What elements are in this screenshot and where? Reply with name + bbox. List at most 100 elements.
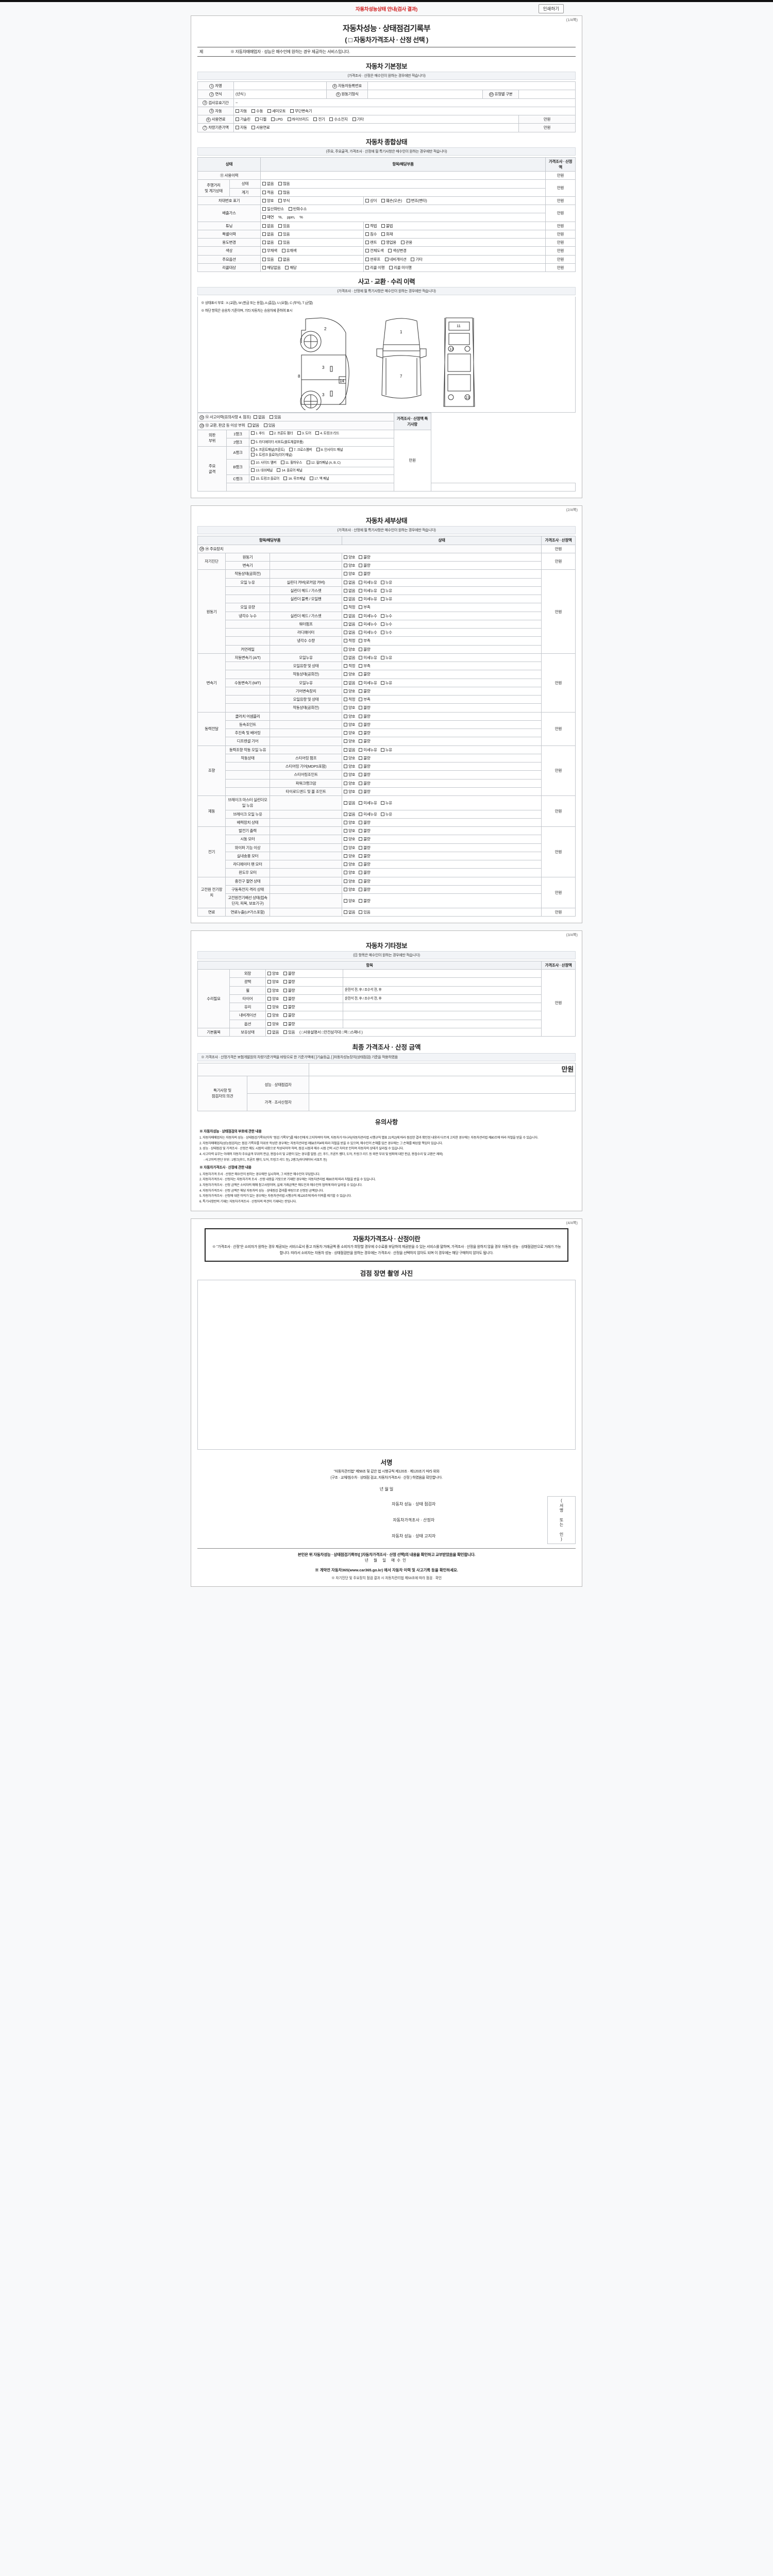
checkbox-icon[interactable] (344, 781, 348, 785)
option-누수[interactable]: 누수 (380, 621, 392, 627)
option-누수[interactable]: 누수 (380, 613, 392, 619)
option-bad[interactable]: 불량 (283, 1004, 295, 1010)
option-없음[interactable]: 없음 (344, 580, 356, 585)
basic-transmission-options[interactable]: 자동 수동 세미오토 무단변속기 (233, 106, 576, 116)
checkbox-icon[interactable] (344, 871, 348, 875)
option-good[interactable]: 양호 (267, 1004, 279, 1010)
checkbox-icon[interactable] (344, 731, 348, 735)
overall-amount[interactable]: 만원 (545, 171, 576, 180)
option-불량[interactable]: 불량 (359, 887, 371, 892)
basic-value-engine[interactable] (367, 90, 483, 99)
option-damaged[interactable]: 훼손(오손) (381, 198, 402, 204)
checkbox-icon[interactable] (297, 431, 301, 435)
overall-option-extra[interactable]: 썬루프 네비게이션 기타 (363, 255, 546, 264)
detail-options[interactable]: 양호 불량 (342, 762, 542, 771)
checkbox-icon[interactable] (267, 980, 271, 984)
checkbox-icon[interactable] (344, 829, 348, 833)
checkbox-icon[interactable] (365, 198, 369, 202)
checkbox-icon[interactable] (262, 224, 266, 228)
option-누수[interactable]: 누수 (380, 630, 392, 635)
checkbox-icon[interactable] (262, 241, 266, 244)
checkbox-icon[interactable] (388, 249, 392, 253)
checkbox-icon[interactable] (267, 988, 271, 992)
checkbox-icon[interactable] (267, 972, 271, 976)
option-불량[interactable]: 불량 (359, 647, 371, 652)
option-누유[interactable]: 누유 (380, 747, 392, 753)
option-불량[interactable]: 불량 (359, 705, 371, 710)
item-cross-member[interactable]: 7. 크로스멤버 (289, 448, 312, 453)
option-exists[interactable]: 있음 (263, 422, 275, 428)
checkbox-icon[interactable] (251, 126, 255, 130)
option-불량[interactable]: 불량 (359, 820, 371, 825)
option-good[interactable]: 양호 (267, 988, 279, 993)
basic-opts-possession[interactable]: 없음 있음 ( □사용설명서 □안전삼각대 □잭 □스패너 ) (265, 1027, 542, 1037)
option-있음[interactable]: 있음 (359, 909, 371, 915)
checkbox-icon[interactable] (344, 639, 348, 643)
option-none[interactable]: 없음 (278, 257, 290, 262)
option-commercial[interactable]: 영업용 (381, 240, 396, 245)
checkbox-icon[interactable] (278, 198, 282, 202)
checkbox-icon[interactable] (380, 614, 384, 618)
basic-value-type[interactable] (518, 90, 576, 99)
overall-emission-opts[interactable]: 일산화탄소 탄화수소 (260, 204, 546, 214)
checkbox-icon[interactable] (251, 468, 255, 472)
checkbox-icon[interactable] (365, 265, 369, 269)
checkbox-icon[interactable] (411, 257, 415, 261)
checkbox-icon[interactable] (365, 249, 369, 253)
option-양호[interactable]: 양호 (344, 722, 356, 727)
option-양호[interactable]: 양호 (344, 554, 356, 560)
option-불량[interactable]: 불량 (359, 563, 371, 568)
option-불량[interactable]: 불량 (359, 571, 371, 577)
option-sunroof[interactable]: 썬루프 (365, 257, 380, 262)
option-없음[interactable]: 없음 (344, 596, 356, 602)
opinion-value-performance[interactable] (309, 1075, 576, 1094)
checkbox-icon[interactable] (344, 820, 348, 824)
option-미세누유[interactable]: 미세누유 (359, 580, 377, 585)
option-미세누유[interactable]: 미세누유 (359, 596, 377, 602)
checkbox-icon[interactable] (344, 765, 348, 769)
option-none[interactable]: 없음 (247, 422, 259, 428)
detail-options[interactable]: 양호 불량 (342, 835, 542, 844)
checkbox-icon[interactable] (344, 672, 348, 676)
option-양호[interactable]: 양호 (344, 887, 356, 892)
option-양호[interactable]: 양호 (344, 730, 356, 736)
overall-special-opts[interactable]: 없음 있음 (260, 229, 364, 239)
checkbox-icon[interactable] (344, 739, 348, 743)
checkbox-icon[interactable] (381, 198, 385, 202)
option-불량[interactable]: 불량 (359, 554, 371, 560)
checkbox-icon[interactable] (359, 871, 363, 875)
overall-color-opts[interactable]: 무채색 유채색 (260, 246, 364, 256)
checkbox-icon[interactable] (263, 423, 267, 428)
rank-items-2[interactable]: 5. 라디에이터 서포트(볼트체결부품) (249, 437, 394, 447)
checkbox-icon[interactable] (359, 854, 363, 858)
checkbox-icon[interactable] (278, 182, 282, 186)
option-lpg[interactable]: LPG (271, 116, 283, 122)
item-hood[interactable]: 1. 후드 (251, 431, 265, 436)
detail-options[interactable]: 양호 불량 (342, 569, 542, 579)
checkbox-icon[interactable] (288, 207, 292, 211)
detail-amount[interactable]: 만원 (541, 826, 576, 877)
detail-options[interactable]: 없음 미세누유 누유 (342, 586, 542, 596)
option-colorchange[interactable]: 색상변경 (388, 248, 407, 253)
option-good[interactable]: 양호 (267, 971, 279, 976)
accident-history-row[interactable]: 12 ⑫ 사고이력(유의사항 4. 참조) 없음 있음 (197, 413, 394, 422)
checkbox-icon[interactable] (359, 899, 363, 903)
option-other[interactable]: 기타 (411, 257, 423, 262)
option-불량[interactable]: 불량 (359, 764, 371, 769)
checkbox-icon[interactable] (344, 605, 348, 609)
checkbox-icon[interactable] (359, 664, 363, 668)
detail-options[interactable]: 양호 불량 (342, 670, 542, 679)
option-altered[interactable]: 변조(변타) (406, 198, 427, 204)
detail-options[interactable]: 적정 부족 (342, 636, 542, 646)
checkbox-icon[interactable] (306, 460, 310, 464)
rank-items-1[interactable]: 1. 후드 2. 프론트 휀더 3. 도어 4. 트렁크 리드 (249, 429, 394, 438)
option-미세누수[interactable]: 미세누수 (359, 613, 377, 619)
item-back-panel[interactable]: 17. 백 패널 (309, 476, 329, 482)
basic-value-year[interactable]: (년식 ) (233, 90, 327, 99)
seal-label[interactable]: (서명 또는 인) (547, 1496, 576, 1544)
item-roof-panel[interactable]: 16. 루프패널 (283, 476, 306, 482)
checkbox-icon[interactable] (344, 655, 348, 659)
checkbox-icon[interactable] (381, 232, 385, 236)
checkbox-icon[interactable] (255, 117, 259, 121)
option-exists[interactable]: 있음 (269, 414, 281, 420)
